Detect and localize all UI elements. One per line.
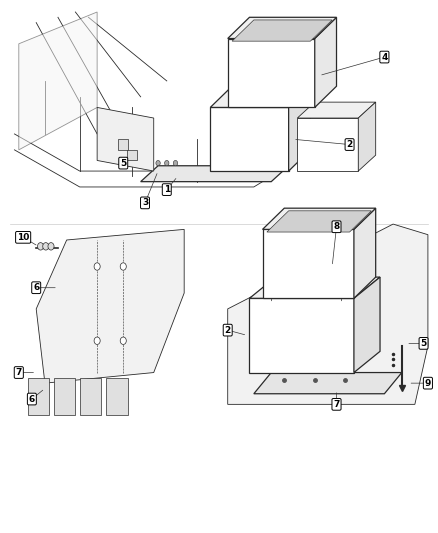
Polygon shape (228, 224, 428, 405)
Bar (80, 378, 102, 415)
Polygon shape (141, 166, 289, 182)
Polygon shape (354, 208, 376, 298)
Polygon shape (19, 12, 97, 150)
Polygon shape (210, 108, 289, 171)
Bar (53, 378, 75, 415)
Circle shape (94, 337, 100, 344)
Circle shape (48, 243, 54, 250)
Polygon shape (262, 229, 354, 298)
Polygon shape (97, 108, 154, 171)
Text: 2: 2 (225, 326, 231, 335)
Polygon shape (228, 38, 315, 108)
Text: 3: 3 (142, 198, 148, 207)
Text: 10: 10 (17, 233, 29, 242)
Bar (118, 139, 128, 150)
Polygon shape (250, 298, 354, 373)
Polygon shape (232, 20, 332, 41)
Polygon shape (267, 211, 371, 232)
Polygon shape (36, 229, 184, 383)
Bar (127, 150, 137, 160)
Text: 7: 7 (16, 368, 22, 377)
Polygon shape (354, 277, 380, 373)
Circle shape (156, 160, 160, 166)
Text: 5: 5 (120, 159, 127, 167)
Circle shape (120, 263, 126, 270)
Polygon shape (210, 86, 311, 108)
Polygon shape (289, 86, 311, 171)
Circle shape (173, 160, 178, 166)
Text: 8: 8 (333, 222, 339, 231)
Text: 9: 9 (425, 378, 431, 387)
Polygon shape (315, 17, 336, 108)
Circle shape (94, 263, 100, 270)
Polygon shape (262, 208, 376, 229)
Polygon shape (358, 102, 376, 171)
Text: 6: 6 (29, 394, 35, 403)
Polygon shape (250, 277, 380, 298)
Circle shape (120, 337, 126, 344)
Text: 5: 5 (420, 339, 427, 348)
Polygon shape (254, 373, 402, 394)
Bar (106, 378, 127, 415)
Circle shape (38, 243, 44, 250)
Text: 4: 4 (381, 53, 388, 62)
Polygon shape (297, 118, 358, 171)
Polygon shape (297, 102, 376, 118)
Text: 7: 7 (333, 400, 340, 409)
Bar (28, 378, 49, 415)
Text: 2: 2 (346, 140, 353, 149)
Text: 1: 1 (164, 185, 170, 194)
Polygon shape (228, 17, 336, 38)
Circle shape (165, 160, 169, 166)
Text: 6: 6 (33, 283, 39, 292)
Circle shape (43, 243, 49, 250)
